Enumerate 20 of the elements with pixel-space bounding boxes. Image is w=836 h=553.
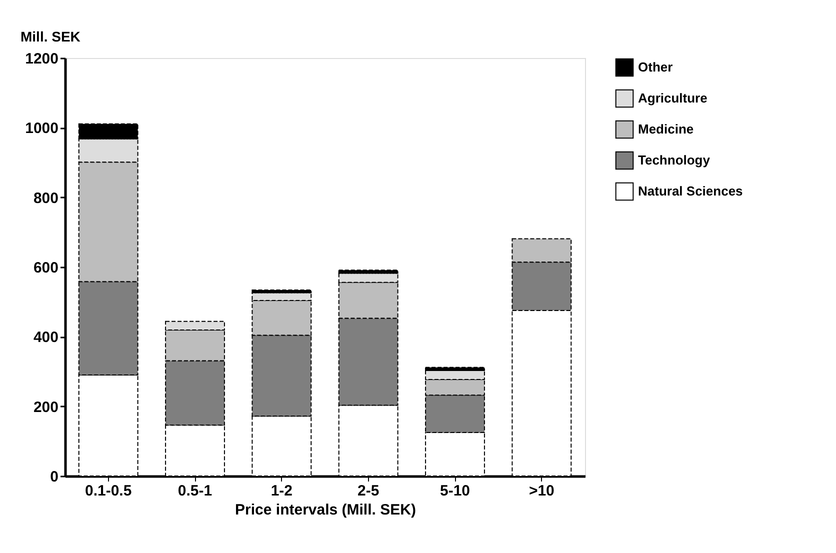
legend-label: Medicine [638, 122, 694, 136]
y-axis-title: Mill. SEK [20, 28, 80, 44]
x-tick-label: 2-5 [357, 482, 380, 500]
legend-label: Technology [638, 152, 711, 168]
x-tick-label: 0.1-0.5 [84, 482, 132, 500]
y-tick-label: 0 [50, 468, 58, 486]
y-tick-label: 400 [33, 329, 58, 346]
y-tick-label: 200 [33, 398, 58, 416]
y-tick-label: 600 [33, 260, 58, 276]
legend-label: Agriculture [638, 90, 708, 106]
x-axis-title: Price intervals (Mill. SEK) [235, 502, 416, 518]
y-tick-label: 800 [33, 190, 58, 207]
x-tick-label: 0.5-1 [178, 482, 212, 500]
x-tick-label: 5-10 [440, 482, 470, 500]
x-tick-label: 1-2 [270, 482, 293, 500]
legend-label: Natural Sciences [638, 184, 743, 198]
x-tick-label: >10 [528, 482, 554, 500]
legend-label: Other [638, 60, 673, 74]
y-tick-label: 1200 [25, 50, 58, 68]
y-tick-label: 1000 [25, 120, 58, 138]
